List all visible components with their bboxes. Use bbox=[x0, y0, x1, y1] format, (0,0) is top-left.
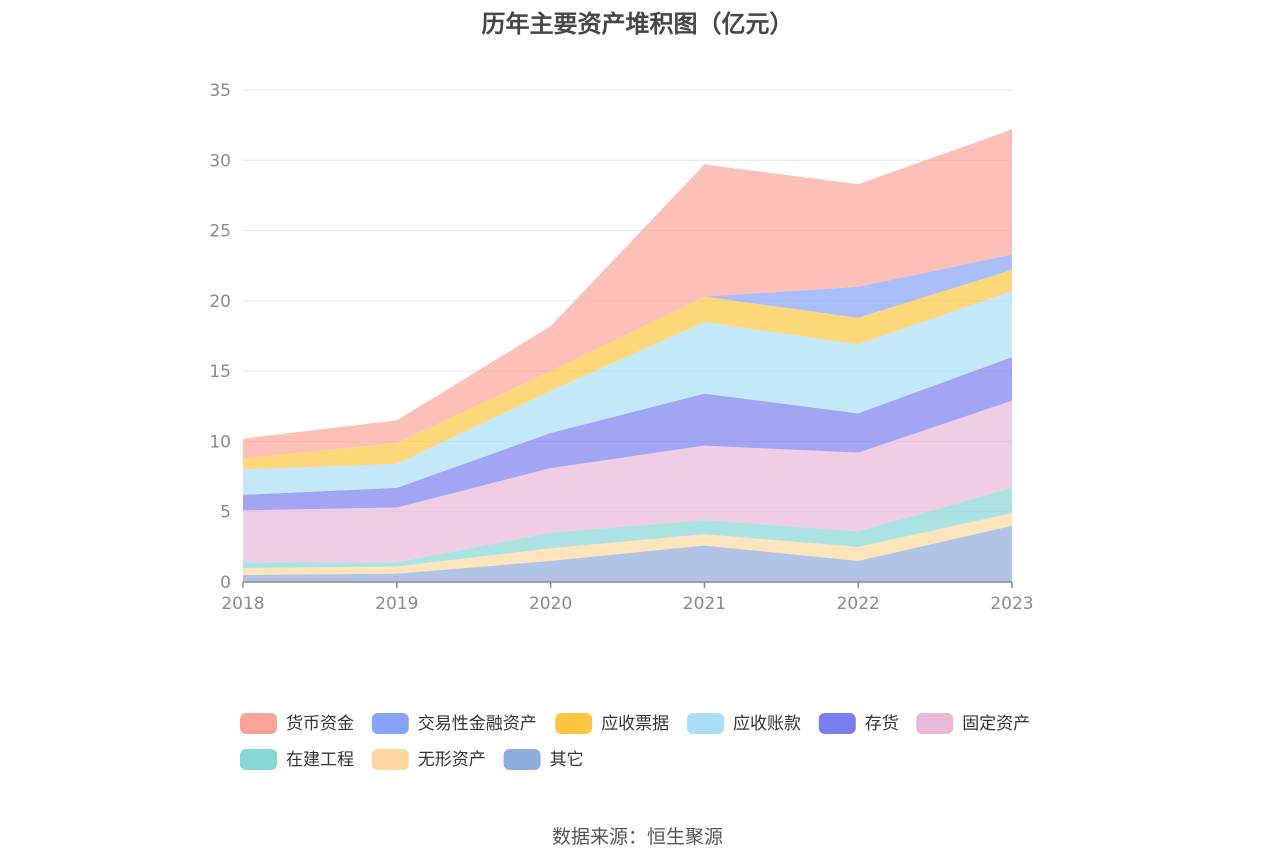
area-series bbox=[243, 129, 1012, 582]
y-tick-label: 30 bbox=[209, 151, 231, 171]
legend-swatch bbox=[503, 749, 541, 770]
source-note: 数据来源：恒生聚源 bbox=[551, 826, 723, 848]
y-tick-label: 20 bbox=[209, 292, 231, 312]
y-tick-label: 35 bbox=[209, 81, 231, 101]
legend-label: 交易性金融资产 bbox=[418, 714, 537, 734]
legend-label: 应收账款 bbox=[733, 714, 801, 734]
x-tick-label: 2021 bbox=[683, 594, 726, 614]
legend-swatch bbox=[818, 713, 856, 734]
y-tick-label: 5 bbox=[220, 503, 231, 523]
legend-item-在建工程[interactable]: 在建工程 bbox=[240, 749, 354, 770]
legend-swatch bbox=[371, 749, 409, 770]
legend-label: 存货 bbox=[865, 714, 899, 734]
legend-label: 应收票据 bbox=[601, 714, 669, 734]
legend-label: 其它 bbox=[550, 750, 584, 770]
legend-swatch bbox=[240, 713, 277, 734]
legend-item-应收账款[interactable]: 应收账款 bbox=[687, 713, 801, 734]
area-series-其它 bbox=[243, 525, 1012, 582]
y-tick-label: 25 bbox=[209, 222, 231, 242]
y-tick-label: 0 bbox=[220, 573, 231, 593]
legend-item-存货[interactable]: 存货 bbox=[818, 713, 899, 734]
x-tick-label: 2022 bbox=[837, 594, 880, 614]
legend-item-应收票据[interactable]: 应收票据 bbox=[555, 713, 669, 734]
area-series-无形资产 bbox=[243, 513, 1012, 575]
legend-label: 无形资产 bbox=[418, 750, 486, 770]
x-tick-label: 2023 bbox=[990, 594, 1033, 614]
x-tick-label: 2019 bbox=[375, 594, 418, 614]
area-series-固定资产 bbox=[243, 400, 1012, 563]
legend-label: 货币资金 bbox=[286, 714, 354, 734]
x-tick-label: 2020 bbox=[529, 594, 572, 614]
area-series-在建工程 bbox=[243, 487, 1012, 568]
legend-item-货币资金[interactable]: 货币资金 bbox=[240, 713, 354, 734]
area-series-应收票据 bbox=[243, 269, 1012, 470]
legend-label: 固定资产 bbox=[962, 714, 1030, 734]
legend-item-固定资产[interactable]: 固定资产 bbox=[916, 713, 1030, 734]
axes: 0 5 10 15 20 25 30 35 2018 2019 2020 2021 2022 2023 bbox=[209, 81, 1033, 614]
legend-item-其它[interactable]: 其它 bbox=[503, 749, 584, 770]
area-series-存货 bbox=[243, 357, 1012, 511]
legend-item-无形资产[interactable]: 无形资产 bbox=[371, 749, 486, 770]
chart-title: 历年主要资产堆积图（亿元） bbox=[481, 10, 794, 38]
area-series-货币资金 bbox=[243, 129, 1012, 459]
legend-swatch bbox=[916, 713, 954, 734]
legend-swatch bbox=[371, 713, 409, 734]
legend-swatch bbox=[240, 749, 277, 770]
legend-swatch bbox=[555, 713, 593, 734]
legend-swatch bbox=[687, 713, 724, 734]
legend-label: 在建工程 bbox=[286, 750, 354, 770]
y-tick-label: 15 bbox=[209, 362, 231, 382]
x-tick-label: 2018 bbox=[221, 594, 264, 614]
area-series-应收账款 bbox=[243, 291, 1012, 495]
legend-item-交易性金融资产[interactable]: 交易性金融资产 bbox=[371, 713, 537, 734]
y-tick-label: 10 bbox=[209, 432, 231, 452]
area-series-交易性金融资产 bbox=[243, 254, 1012, 459]
